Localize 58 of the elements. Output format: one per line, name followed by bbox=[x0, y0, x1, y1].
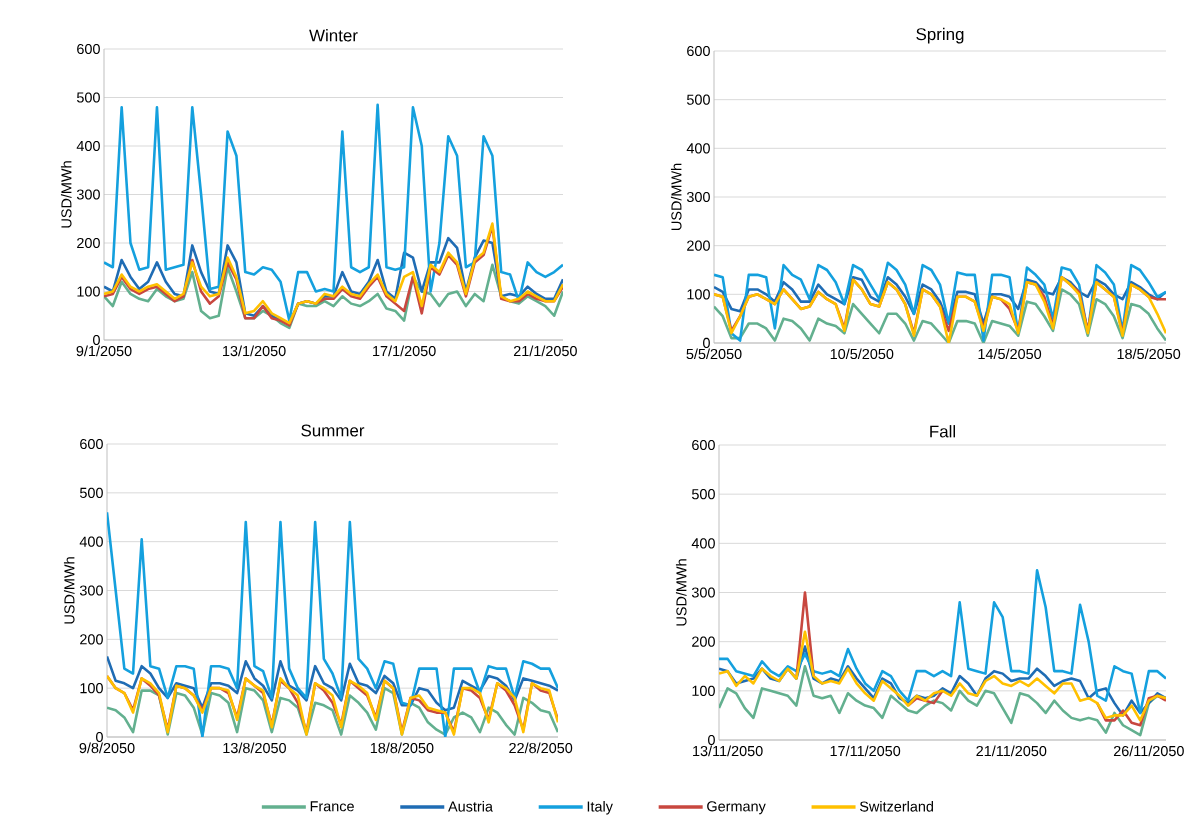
legend-label: France bbox=[310, 801, 354, 812]
x-tick-label: 21/11/2050 bbox=[976, 745, 1047, 757]
x-tick-label: 5/5/2050 bbox=[686, 348, 742, 360]
chart-title: Spring bbox=[916, 27, 964, 44]
y-tick-label: 600 bbox=[692, 439, 715, 451]
y-tick-label: 0 bbox=[708, 734, 715, 746]
y-tick-label: 100 bbox=[77, 286, 100, 297]
y-tick-label: 100 bbox=[687, 289, 710, 300]
legend-label: Switzerland bbox=[859, 801, 934, 812]
y-tick-label: 600 bbox=[80, 438, 103, 450]
y-tick-label: 500 bbox=[686, 94, 710, 105]
chart-title: Fall bbox=[930, 425, 956, 438]
y-tick-label: 300 bbox=[79, 585, 103, 596]
y-tick-label: 600 bbox=[77, 43, 100, 55]
y-tick-label: 400 bbox=[79, 536, 103, 547]
y-tick-label: 300 bbox=[76, 189, 100, 200]
x-tick-label: 14/5/2050 bbox=[978, 348, 1042, 360]
x-tick-label: 26/11/2050 bbox=[1113, 745, 1184, 757]
y-tick-label: 400 bbox=[691, 538, 715, 549]
x-tick-label: 13/8/2050 bbox=[223, 742, 286, 754]
y-tick-label: 100 bbox=[692, 685, 715, 696]
y-tick-label: 400 bbox=[76, 140, 100, 152]
legend-label: Italy bbox=[587, 801, 613, 815]
y-axis-title: USD/MWh bbox=[670, 163, 682, 230]
y-tick-label: 200 bbox=[80, 634, 103, 645]
y-tick-label: 200 bbox=[692, 636, 715, 647]
x-tick-label: 22/8/2050 bbox=[509, 742, 573, 754]
y-tick-label: 500 bbox=[79, 487, 103, 498]
y-tick-label: 100 bbox=[80, 683, 103, 694]
x-tick-label: 18/8/2050 bbox=[370, 742, 434, 754]
y-tick-label: 600 bbox=[687, 45, 710, 57]
legend-label: Austria bbox=[448, 801, 493, 812]
chart-title: Summer bbox=[301, 424, 365, 437]
y-tick-label: 300 bbox=[691, 587, 715, 598]
x-tick-label: 13/1/2050 bbox=[223, 345, 286, 357]
y-tick-label: 400 bbox=[686, 143, 710, 154]
y-tick-label: 0 bbox=[703, 337, 710, 349]
y-tick-label: 500 bbox=[76, 92, 100, 103]
x-tick-label: 10/5/2050 bbox=[830, 348, 894, 360]
y-tick-label: 0 bbox=[93, 334, 100, 346]
x-tick-label: 18/5/2050 bbox=[1117, 348, 1181, 360]
x-tick-label: 17/11/2050 bbox=[830, 745, 901, 757]
y-tick-label: 300 bbox=[686, 191, 710, 203]
y-tick-label: 0 bbox=[96, 731, 103, 743]
x-tick-label: 21/1/2050 bbox=[513, 345, 577, 357]
y-tick-label: 500 bbox=[691, 489, 715, 500]
x-tick-label: 9/1/2050 bbox=[76, 345, 132, 357]
x-tick-label: 13/11/2050 bbox=[693, 745, 763, 757]
y-axis-title: USD/MWh bbox=[60, 161, 72, 228]
y-tick-label: 200 bbox=[687, 240, 710, 251]
chart-title: Winter bbox=[309, 29, 358, 42]
line-series bbox=[104, 103, 563, 322]
y-axis-title: USD/MWh bbox=[675, 559, 687, 626]
x-tick-label: 9/8/2050 bbox=[79, 742, 135, 754]
legend-label: Germany bbox=[707, 801, 766, 815]
y-axis-title: USD/MWh bbox=[63, 557, 75, 624]
x-tick-label: 17/1/2050 bbox=[373, 345, 436, 357]
y-tick-label: 200 bbox=[77, 237, 100, 249]
